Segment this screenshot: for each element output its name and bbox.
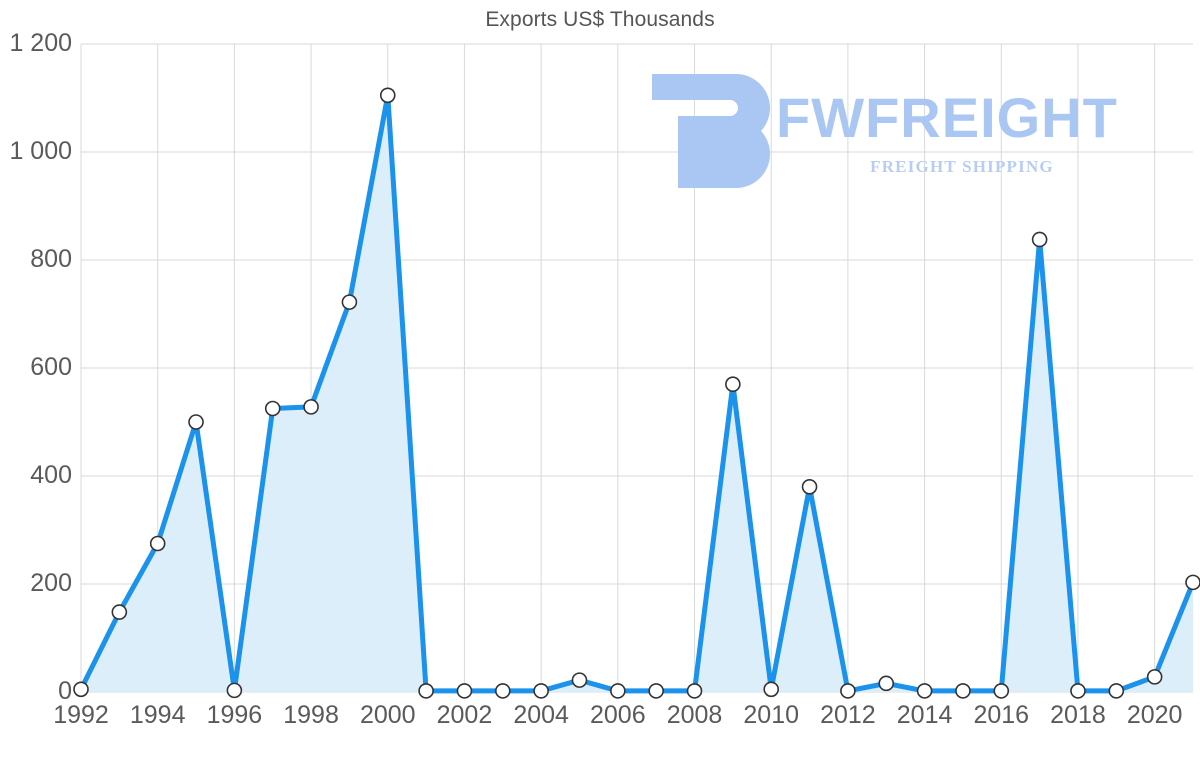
- data-point-marker: [993, 683, 1010, 699]
- x-axis-tick-label: 2010: [743, 701, 800, 729]
- y-axis-tick-label: 400: [30, 461, 72, 489]
- x-axis-tick-label: 1994: [129, 701, 186, 729]
- data-point-marker: [1108, 683, 1125, 699]
- data-point-marker: [533, 683, 549, 699]
- x-axis-tick-label: 1996: [206, 701, 263, 729]
- data-point-marker: [1070, 683, 1086, 699]
- x-axis-tick-label: 2014: [896, 701, 953, 729]
- x-axis-tick-label: 2002: [436, 701, 493, 729]
- data-point-marker: [878, 675, 895, 692]
- x-axis-tick-label: 2008: [666, 701, 723, 729]
- data-point-marker: [379, 87, 396, 104]
- chart-title: Exports US$ Thousands: [485, 8, 715, 31]
- data-point-marker: [571, 672, 588, 688]
- data-point-marker: [111, 604, 128, 620]
- x-axis-tick-label: 2018: [1050, 701, 1106, 729]
- data-line: [78, 92, 1196, 694]
- data-point-marker: [264, 400, 281, 417]
- data-point-marker: [686, 683, 703, 699]
- data-point-marker: [1185, 574, 1200, 591]
- data-point-marker: [418, 683, 434, 699]
- y-axis-tick-label: 800: [30, 245, 72, 273]
- data-point-marker: [955, 683, 971, 699]
- x-axis-tick-label: 1998: [283, 701, 339, 729]
- data-point-marker: [303, 399, 319, 415]
- data-point-marker: [840, 683, 856, 699]
- data-point-marker: [763, 681, 780, 698]
- x-axis-tick-label: 1992: [53, 701, 109, 729]
- data-point-marker: [494, 683, 511, 699]
- data-point-marker: [456, 683, 473, 699]
- y-axis-tick-label: 1 000: [9, 137, 72, 165]
- data-point-marker: [801, 478, 818, 495]
- area-fill: [81, 95, 1193, 693]
- x-axis-tick-label: 2016: [973, 701, 1030, 729]
- x-axis-tick-label: 2006: [590, 701, 646, 729]
- y-axis-tick-label: 0: [58, 677, 72, 705]
- data-point-markers: [73, 87, 1200, 699]
- x-axis-tick-label: 2012: [820, 701, 876, 729]
- data-point-marker: [725, 376, 741, 393]
- y-axis-tick-label: 600: [30, 353, 72, 381]
- data-point-marker: [610, 683, 626, 699]
- data-point-marker: [341, 294, 358, 310]
- y-axis-tick-label: 1 200: [9, 29, 72, 57]
- data-point-marker: [1146, 669, 1163, 685]
- data-point-marker: [188, 414, 204, 430]
- data-point-marker: [1031, 231, 1048, 248]
- data-point-marker: [149, 535, 166, 552]
- x-axis-tick-label: 2020: [1126, 701, 1183, 729]
- data-point-marker: [73, 681, 89, 698]
- x-axis-tick-label: 2000: [359, 701, 416, 729]
- y-axis-tick-label: 200: [30, 569, 72, 597]
- x-axis-tick-label: 2004: [513, 701, 569, 729]
- data-point-marker: [226, 682, 243, 699]
- data-point-marker: [648, 683, 664, 699]
- data-point-marker: [916, 683, 933, 699]
